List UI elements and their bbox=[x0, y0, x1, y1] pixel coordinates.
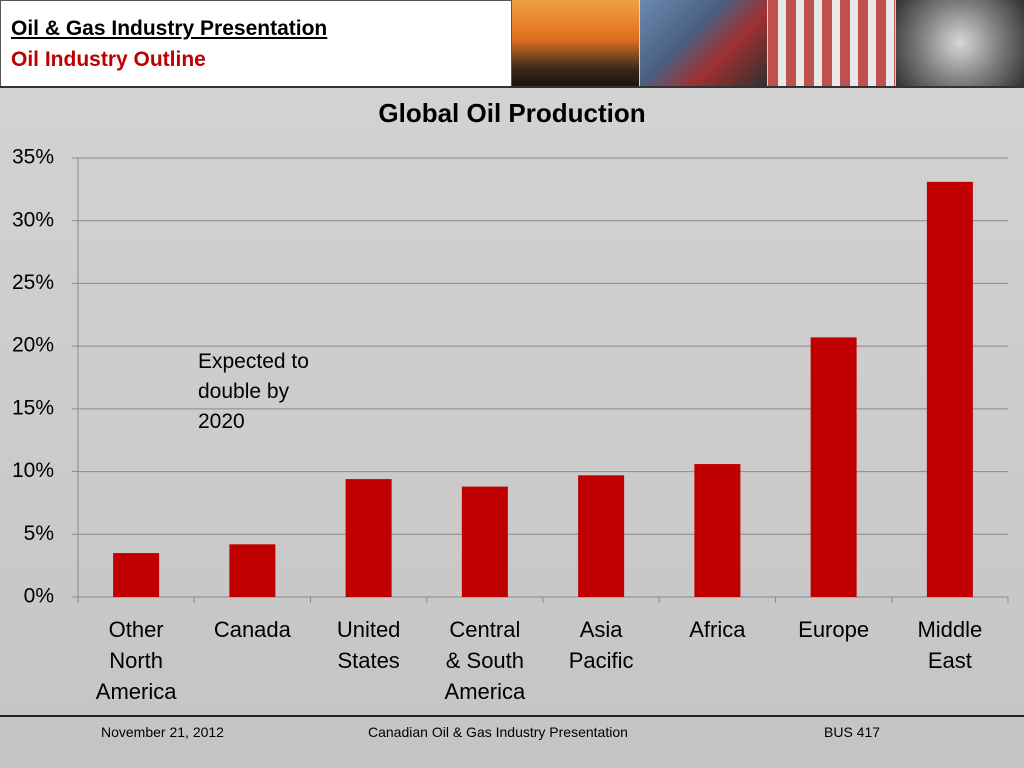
bar bbox=[229, 544, 276, 597]
footer-course: BUS 417 bbox=[824, 724, 881, 740]
bar bbox=[345, 479, 392, 597]
x-tick-label: United States bbox=[336, 617, 401, 673]
y-tick-label: 25% bbox=[12, 271, 54, 294]
y-tick-label: 20% bbox=[12, 334, 54, 357]
chart: Global Oil Production 0% 5% 10% 15% 20% 25% 30… bbox=[12, 98, 1009, 608]
y-tick-label: 30% bbox=[12, 208, 54, 231]
x-tick-label: Other North America bbox=[95, 617, 177, 704]
photo-nozzle bbox=[896, 0, 1024, 86]
bar bbox=[694, 464, 741, 597]
footer-rule bbox=[0, 715, 1024, 717]
bar bbox=[810, 337, 857, 597]
annotation: Expected to double by 2020 bbox=[198, 350, 309, 433]
footer-center: Canadian Oil & Gas Industry Presentation bbox=[368, 724, 628, 740]
x-tick-label: Africa bbox=[689, 617, 746, 642]
header: Oil & Gas Industry Presentation Oil Indu… bbox=[0, 0, 512, 87]
x-tick-label: Europe bbox=[798, 617, 870, 642]
header-rule bbox=[0, 86, 1024, 88]
photo-derricks bbox=[512, 0, 639, 86]
x-tick-label: Canada bbox=[213, 617, 291, 642]
y-tick-label: 5% bbox=[24, 522, 54, 545]
header-title: Oil & Gas Industry Presentation bbox=[11, 17, 328, 40]
y-tick-label: 10% bbox=[12, 459, 54, 482]
x-tick-label: Middle East bbox=[917, 617, 983, 673]
footer-date: November 21, 2012 bbox=[101, 724, 224, 740]
bar bbox=[926, 181, 973, 597]
bar bbox=[113, 553, 160, 597]
y-tick-label: 35% bbox=[12, 146, 54, 169]
y-tick-label: 0% bbox=[24, 585, 54, 608]
x-tick-label: Asia Pacific bbox=[568, 617, 634, 673]
y-tick-label: 15% bbox=[12, 396, 54, 419]
header-subtitle: Oil Industry Outline bbox=[11, 48, 206, 71]
photo-barrels bbox=[768, 0, 895, 86]
bar bbox=[578, 475, 625, 597]
photo-workers bbox=[640, 0, 767, 86]
x-tick-label: Central & South America bbox=[444, 617, 526, 704]
chart-title: Global Oil Production bbox=[378, 98, 645, 128]
bar bbox=[461, 486, 508, 597]
